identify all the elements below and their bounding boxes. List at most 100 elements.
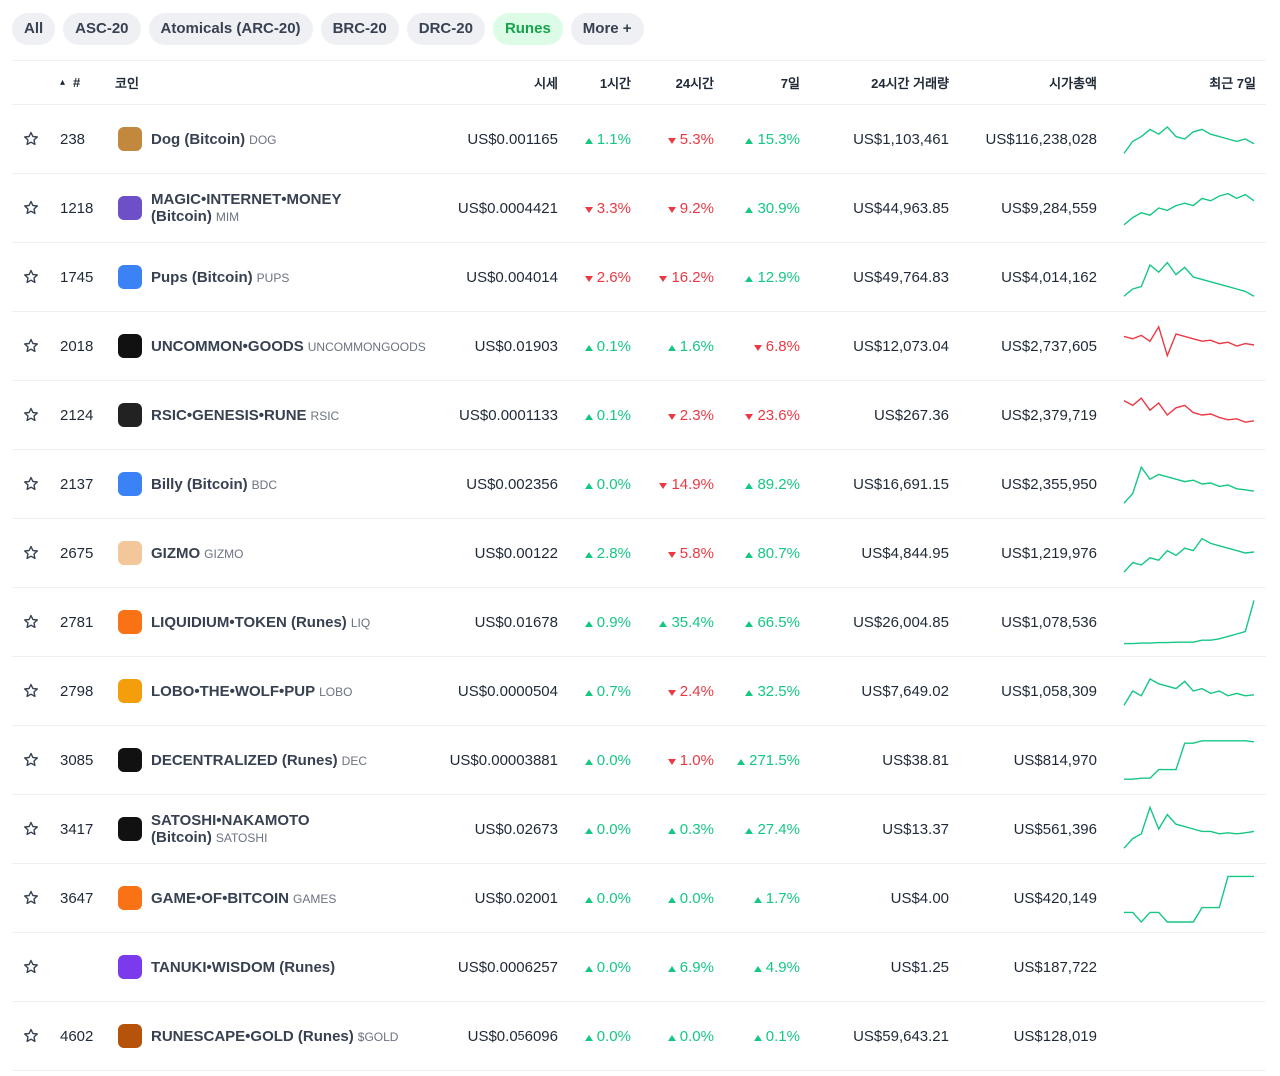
coin-symbol: $GOLD (357, 1029, 399, 1044)
coin-name-block[interactable]: LOBO•THE•WOLF•PUP LOBO (151, 683, 352, 700)
percent-change: 1.0% (668, 752, 714, 769)
price: US$0.01903 (474, 337, 558, 355)
coin-name: DECENTRALIZED (Runes) (151, 751, 338, 769)
change-1h-cell: 0.7% (572, 657, 631, 725)
price-cell: US$0.02001 (412, 864, 558, 932)
coin-row: 2018 UNCOMMON•GOODS UNCOMMONGOODS US$0.0190… (12, 312, 1266, 381)
sparkline-line (1123, 261, 1255, 297)
favorite-star[interactable] (23, 338, 39, 354)
volume: US$26,004.85 (853, 613, 949, 631)
coin-name: TANUKI•WISDOM (Runes) (151, 958, 336, 976)
sparkline-line (1124, 875, 1254, 924)
price-cell: US$0.00122 (412, 519, 558, 587)
sparkline (1124, 600, 1255, 645)
percent-change: 32.5% (745, 683, 800, 700)
change-7d-cell: 6.8% (722, 312, 800, 380)
rank-cell: 3647 (60, 864, 150, 932)
header-cell: 24시간 거래량 (812, 61, 949, 104)
coin-name-block[interactable]: GAME•OF•BITCOIN GAMES (151, 890, 336, 907)
rank: 2798 (60, 682, 94, 700)
coin-cell: LOBO•THE•WOLF•PUP LOBO (151, 657, 421, 725)
coin-name-block[interactable]: LIQUIDIUM•TOKEN (Runes) LIQ (151, 614, 370, 631)
sparkline (1123, 678, 1255, 706)
rank: 3417 (60, 820, 94, 838)
market-cap: US$1,219,976 (1001, 544, 1097, 562)
favorite-star[interactable] (23, 614, 39, 630)
percent-change: 89.2% (745, 476, 800, 493)
coin-symbol: DOG (249, 132, 277, 147)
filter-tab[interactable]: ASC-20 (63, 13, 141, 45)
coin-row: TANUKI•WISDOM (Runes) US$0.0006257 0.0% 6.9… (12, 933, 1266, 1002)
coin-name-block[interactable]: SATOSHI•NAKAMOTO (Bitcoin) SATOSHI (151, 812, 421, 846)
coin-name-block[interactable]: Dog (Bitcoin) DOG (151, 131, 277, 148)
header-price: 시세 (534, 76, 558, 91)
favorite-star[interactable] (23, 545, 39, 561)
change-1h-cell: 0.0% (572, 450, 631, 518)
volume: US$12,073.04 (853, 337, 949, 355)
price: US$0.00122 (474, 544, 558, 562)
filter-tab[interactable]: Atomicals (ARC-20) (148, 13, 313, 45)
coin-name-block[interactable]: GIZMO GIZMO (151, 545, 244, 562)
coin-icon (118, 817, 142, 841)
header-volume: 24시간 거래량 (871, 76, 949, 91)
favorite-star[interactable] (23, 890, 39, 906)
rank: 3085 (60, 751, 94, 769)
coin-name: SATOSHI•NAKAMOTO (Bitcoin) (151, 812, 310, 846)
change-1h-cell: 0.0% (572, 726, 631, 794)
change-7d-cell: 80.7% (722, 519, 800, 587)
rank: 2781 (60, 613, 94, 631)
favorite-star[interactable] (23, 200, 39, 216)
coin-name: RUNESCAPE•GOLD (Runes) (151, 1027, 354, 1045)
favorite-star[interactable] (23, 407, 39, 423)
coin-name-block[interactable]: TANUKI•WISDOM (Runes) (151, 959, 335, 976)
market-cap: US$4,014,162 (1001, 268, 1097, 286)
coin-name-block[interactable]: RUNESCAPE•GOLD (Runes) $GOLD (151, 1028, 398, 1045)
volume-cell: US$12,073.04 (812, 312, 949, 380)
coin-row: 2137 Billy (Bitcoin) BDC US$0.002356 0.0% 14.… (12, 450, 1266, 519)
filter-tab[interactable]: More + (570, 13, 644, 45)
volume: US$4,844.95 (861, 544, 949, 562)
market_cap-cell: US$9,284,559 (957, 174, 1097, 242)
change-7d-cell: 1.7% (722, 864, 800, 932)
change-7d-cell: 66.5% (722, 588, 800, 656)
filter-tab[interactable]: All (12, 13, 56, 45)
favorite-star[interactable] (23, 683, 39, 699)
favorite-star[interactable] (23, 269, 39, 285)
coin-row: 238 Dog (Bitcoin) DOG US$0.001165 1.1% 5.3% 15… (12, 105, 1266, 174)
change-1h-cell: 2.6% (572, 243, 631, 311)
coin-name-block[interactable]: Billy (Bitcoin) BDC (151, 476, 277, 493)
coin-name: Pups (Bitcoin) (151, 268, 253, 286)
coin-name-block[interactable]: UNCOMMON•GOODS UNCOMMONGOODS (151, 338, 426, 355)
filter-tab[interactable]: Runes (492, 13, 563, 45)
favorite-star[interactable] (23, 1028, 39, 1044)
coin-name-block[interactable]: Pups (Bitcoin) PUPS (151, 269, 289, 286)
market_cap-cell: US$420,149 (957, 864, 1097, 932)
percent-change: 4.9% (754, 959, 800, 976)
rank: 4602 (60, 1027, 94, 1045)
filter-tab[interactable]: DRC-20 (406, 13, 485, 45)
favorite-star[interactable] (23, 752, 39, 768)
coin-symbol: SATOSHI (215, 831, 268, 845)
filter-tab[interactable]: BRC-20 (320, 13, 399, 45)
coin-icon (118, 196, 142, 220)
rank-cell: 3085 (60, 726, 150, 794)
favorite-star[interactable] (23, 959, 39, 975)
header-cell: 1시간 (572, 61, 631, 104)
favorite-star[interactable] (23, 821, 39, 837)
percent-change: 16.2% (659, 269, 714, 286)
volume-cell: US$4.00 (812, 864, 949, 932)
percent-change: 1.7% (754, 890, 800, 907)
market_cap-cell: US$561,396 (957, 795, 1097, 863)
change-7d-cell: 4.9% (722, 933, 800, 1001)
favorite-star[interactable] (23, 476, 39, 492)
coin-name-block[interactable]: MAGIC•INTERNET•MONEY (Bitcoin) MIM (151, 191, 421, 225)
coin-row: 3647 GAME•OF•BITCOIN GAMES US$0.02001 0.0% 0.… (12, 864, 1266, 933)
coin-name-block[interactable]: DECENTRALIZED (Runes) DEC (151, 752, 367, 769)
volume: US$1,103,461 (853, 130, 949, 148)
change-1h-cell: 0.0% (572, 864, 631, 932)
price: US$0.0 (467, 1027, 518, 1045)
change-24h-cell: 14.9% (642, 450, 714, 518)
change-7d-cell: 89.2% (722, 450, 800, 518)
favorite-star[interactable] (23, 131, 39, 147)
coin-name-block[interactable]: RSIC•GENESIS•RUNE RSIC (151, 407, 339, 424)
